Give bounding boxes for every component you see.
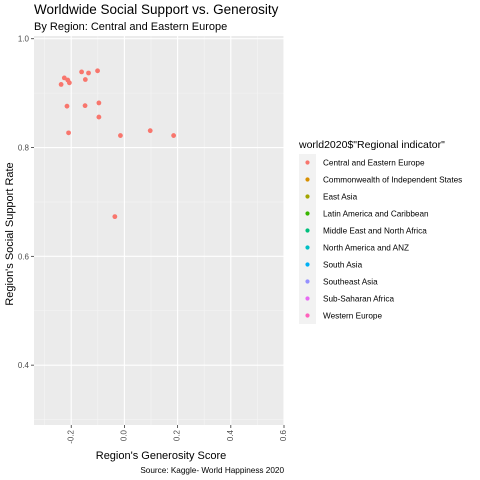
legend-title: world2020$"Regional indicator" — [298, 139, 445, 151]
legend-label: Southeast Asia — [323, 278, 378, 287]
data-points — [58, 68, 177, 220]
legend-label: Commonwealth of Independent States — [323, 176, 462, 185]
legend-label: Latin America and Caribbean — [323, 210, 429, 219]
y-tick-label: 0.8 — [18, 144, 30, 153]
grid-lines — [34, 36, 285, 425]
legend-marker — [305, 262, 310, 267]
legend-label: Sub-Saharan Africa — [323, 295, 394, 304]
legend-label: South Asia — [323, 261, 363, 270]
data-point — [58, 82, 64, 87]
y-tick-label: 0.6 — [18, 252, 30, 261]
data-point — [82, 77, 88, 82]
chart-title: Worldwide Social Support vs. Generosity — [34, 2, 279, 17]
x-tick-label: -0.2 — [66, 429, 75, 443]
data-point — [82, 103, 88, 109]
legend-marker — [305, 296, 310, 301]
data-point — [96, 114, 102, 120]
legend-marker — [305, 177, 310, 182]
legend-marker — [305, 160, 310, 165]
legend-label: Central and Eastern Europe — [323, 159, 425, 168]
legend-label: East Asia — [323, 193, 358, 202]
plot-panel — [34, 36, 284, 425]
y-axis-title: Region's Social Support Rate — [4, 162, 16, 305]
y-tick-label: 0.4 — [18, 361, 30, 370]
x-tick-label: 0.2 — [173, 429, 182, 441]
legend-label: North America and ANZ — [323, 244, 409, 253]
x-tick-label: 0.6 — [279, 429, 288, 441]
data-point — [95, 68, 100, 74]
data-point — [96, 100, 102, 106]
legend-marker — [305, 194, 310, 199]
data-point — [61, 75, 67, 81]
data-point — [79, 69, 85, 75]
data-point — [118, 133, 123, 138]
chart-subtitle: By Region: Central and Eastern Europe — [34, 21, 227, 33]
y-tick-label: 1.0 — [18, 35, 30, 44]
data-point — [66, 80, 72, 86]
legend-label: Middle East and North Africa — [323, 227, 427, 236]
data-point — [86, 70, 91, 76]
legend-label: Western Europe — [323, 312, 382, 321]
legend-marker — [305, 211, 310, 216]
chart-caption: Source: Kaggle- World Happiness 2020 — [140, 466, 284, 475]
legend-marker — [305, 245, 310, 250]
data-point — [112, 214, 118, 220]
x-axis-title: Region's Generosity Score — [96, 450, 227, 462]
legend-marker — [305, 228, 310, 233]
x-tick-label: 0.4 — [226, 429, 235, 441]
data-point — [66, 130, 71, 136]
legend-marker — [305, 313, 310, 318]
legend: world2020$"Regional indicator" Central a… — [298, 139, 462, 324]
data-point — [147, 128, 153, 134]
x-axis-ticks: -0.2 0.0 0.2 0.4 0.6 — [66, 425, 288, 444]
data-point — [64, 103, 70, 109]
legend-marker — [305, 279, 310, 284]
data-point — [171, 133, 177, 138]
y-axis-ticks: 0.4 0.6 0.8 1.0 — [18, 35, 34, 370]
x-tick-label: 0.0 — [120, 429, 129, 441]
